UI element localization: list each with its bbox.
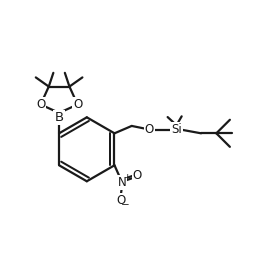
Text: +: +: [123, 173, 131, 182]
Text: N: N: [118, 176, 126, 189]
Text: O: O: [132, 169, 142, 182]
Text: O: O: [116, 194, 125, 207]
Text: O: O: [145, 123, 154, 136]
Text: O: O: [36, 98, 45, 111]
Text: O: O: [73, 98, 82, 111]
Text: −: −: [121, 200, 130, 210]
Text: Si: Si: [171, 123, 182, 136]
Text: B: B: [55, 111, 64, 124]
